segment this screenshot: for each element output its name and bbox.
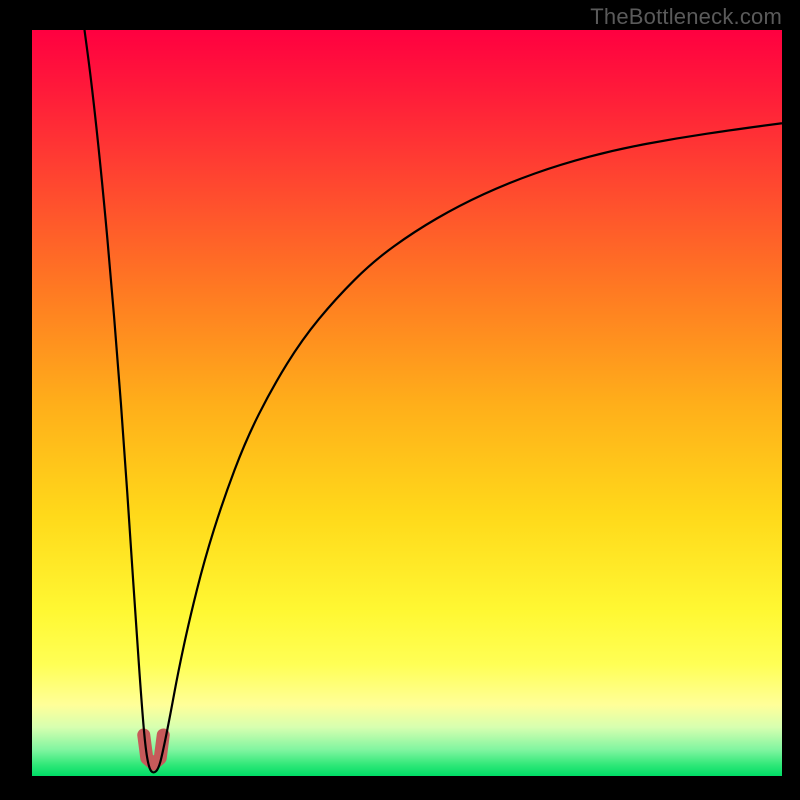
watermark-text: TheBottleneck.com <box>590 4 782 30</box>
plot-area <box>32 30 782 776</box>
bottleneck-curve <box>85 30 783 772</box>
plot-svg <box>32 30 782 776</box>
